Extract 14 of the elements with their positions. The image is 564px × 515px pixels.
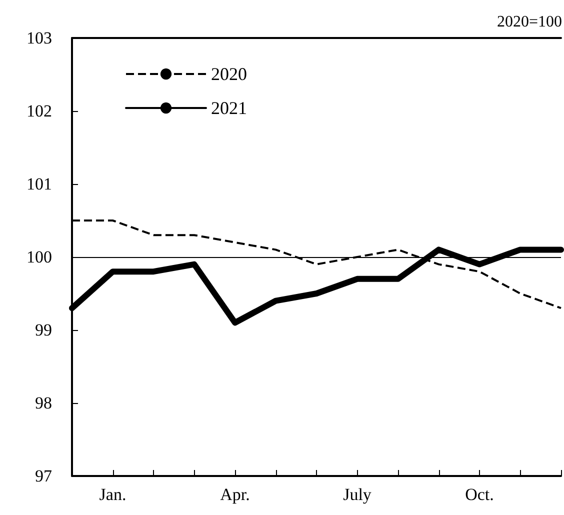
x-tick-label: Apr. (220, 485, 250, 504)
legend-label: 2020 (211, 64, 247, 84)
y-tick-label: 103 (26, 28, 52, 48)
y-tick-label: 98 (35, 394, 52, 412)
y-tick-label: 97 (35, 466, 52, 486)
x-tick-label: Jan. (99, 485, 126, 504)
y-tick-label: 102 (26, 102, 52, 120)
legend-label: 2021 (211, 98, 247, 118)
y-tick-label: 101 (26, 174, 52, 194)
x-tick-label: July (343, 485, 372, 504)
y-tick-label: 99 (35, 320, 52, 340)
y-tick-label: 100 (26, 248, 52, 266)
x-tick-label: Oct. (465, 485, 494, 504)
text: 2020=100 (496, 14, 562, 30)
